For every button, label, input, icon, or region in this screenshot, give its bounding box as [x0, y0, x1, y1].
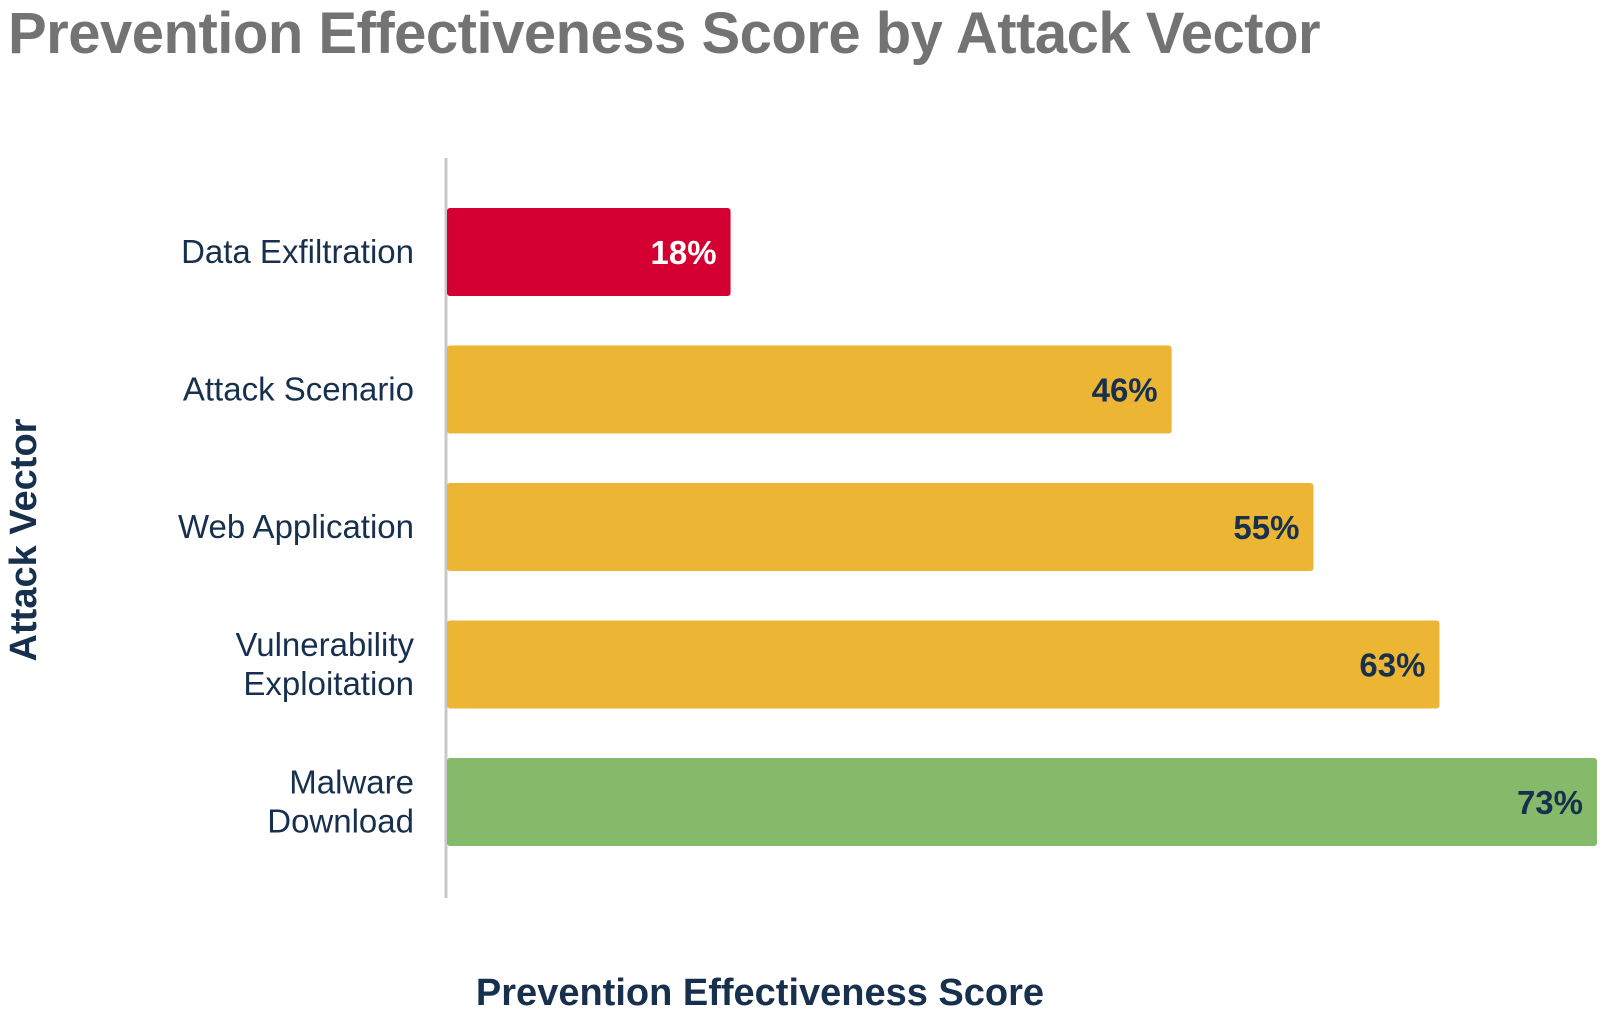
bar-0: [447, 208, 731, 296]
x-axis-title: Prevention Effectiveness Score: [476, 972, 1044, 1014]
y-tick-label-1: Attack Scenario: [183, 371, 414, 408]
chart-title: Prevention Effectiveness Score by Attack…: [8, 1, 1321, 66]
y-tick-label-4-line-1: Download: [267, 803, 414, 840]
data-label-2: 55%: [1233, 509, 1299, 546]
y-tick-label-3-line-1: Exploitation: [243, 665, 414, 702]
bars-group: [447, 208, 1597, 846]
y-tick-label-0: Data Exfiltration: [181, 233, 414, 270]
bar-3: [447, 620, 1440, 709]
y-axis-title: Attack Vector: [3, 418, 45, 661]
data-label-1: 46%: [1092, 372, 1158, 409]
data-label-0: 18%: [650, 234, 716, 271]
data-label-3: 63%: [1359, 647, 1425, 684]
data-labels: 18% 46% 55% 63% 73%: [650, 234, 1583, 821]
y-tick-label-2: Web Application: [178, 508, 414, 545]
y-tick-labels: Data Exfiltration Attack Scenario Web Appl…: [178, 233, 415, 840]
y-tick-label-4-line-0: Malware: [289, 764, 414, 801]
bar-1: [447, 345, 1172, 434]
bar-4: [447, 758, 1597, 846]
y-tick-label-3-line-0: Vulnerability: [235, 626, 414, 663]
data-label-4: 73%: [1517, 784, 1583, 821]
bar-2: [447, 483, 1314, 571]
